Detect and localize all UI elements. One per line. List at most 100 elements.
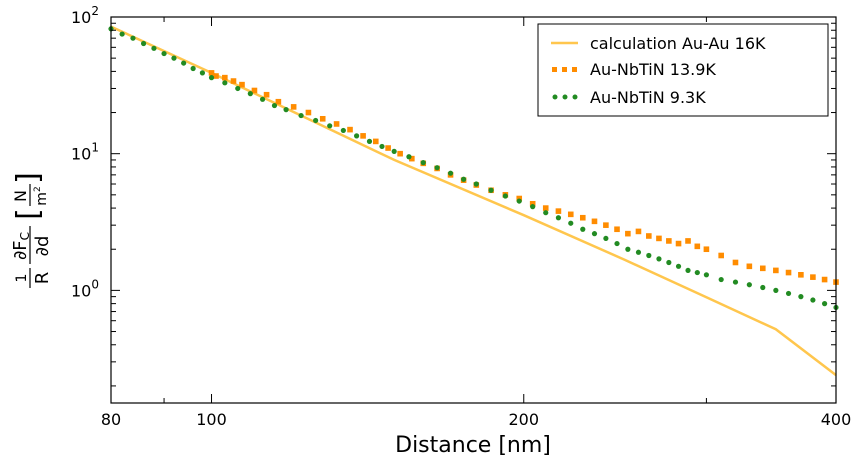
data-point-13-9k: [555, 208, 562, 214]
data-point-13-9k: [222, 74, 228, 81]
data-point-13-9k: [567, 211, 574, 218]
data-point-9-3k: [568, 220, 574, 226]
y-label-partial-den: ∂d: [32, 236, 53, 257]
data-point-13-9k: [718, 252, 724, 259]
data-point-13-9k: [614, 226, 620, 233]
data-point-13-9k: [810, 274, 816, 280]
y-tick-label-base: 10: [71, 145, 91, 164]
data-point-13-9k: [646, 233, 652, 239]
data-point-9-3k: [190, 65, 196, 72]
data-point-9-3k: [298, 112, 304, 119]
data-point-9-3k: [703, 272, 710, 278]
data-point-13-9k: [703, 246, 710, 253]
y-tick-label: 100: [71, 277, 99, 300]
y-label-partial-num-main: ∂F: [10, 240, 31, 260]
data-point-13-9k: [625, 230, 631, 237]
data-point-13-9k: [798, 272, 804, 278]
data-point-13-9k: [360, 133, 366, 139]
data-point-13-9k: [397, 150, 403, 157]
data-point-9-3k: [140, 40, 147, 47]
data-point-9-3k: [199, 70, 206, 76]
data-point-9-3k: [181, 60, 187, 66]
legend-marker-square-3: [572, 67, 577, 72]
data-point-13-9k: [746, 263, 753, 270]
data-point-9-3k: [603, 235, 609, 242]
data-point-9-3k: [161, 50, 167, 57]
data-point-9-3k: [354, 133, 360, 139]
data-point-13-9k: [529, 200, 536, 207]
data-point-9-3k: [646, 252, 652, 259]
data-point-13-9k: [732, 259, 739, 266]
data-point-13-9k: [347, 126, 353, 133]
data-point-13-9k: [759, 265, 766, 272]
data-point-9-3k: [656, 256, 662, 262]
legend-marker-square-2: [562, 67, 567, 72]
x-tick-label: 80: [101, 410, 121, 429]
data-point-9-3k: [530, 204, 536, 210]
data-point-9-3k: [580, 226, 586, 232]
data-point-9-3k: [379, 143, 385, 150]
data-point-9-3k: [366, 138, 373, 145]
data-point-13-9k: [579, 214, 586, 221]
data-point-13-9k: [290, 104, 297, 110]
data-point-9-3k: [222, 80, 228, 86]
data-point-13-9k: [319, 115, 326, 122]
data-point-9-3k: [247, 91, 253, 97]
data-point-9-3k: [340, 127, 346, 134]
data-point-9-3k: [313, 117, 319, 124]
data-point-9-3k: [821, 301, 828, 307]
data-point-9-3k: [283, 107, 289, 113]
data-point-9-3k: [694, 269, 700, 276]
data-point-9-3k: [406, 154, 412, 160]
data-point-13-9k: [275, 98, 282, 105]
legend-box: [537, 23, 829, 117]
data-point-9-3k: [635, 249, 642, 255]
data-point-9-3k: [447, 170, 454, 176]
data-point-13-9k: [666, 238, 672, 244]
data-point-13-9k: [656, 235, 662, 242]
data-point-9-3k: [543, 210, 549, 216]
y-label-fraction-num: 1: [14, 274, 30, 283]
x-tick-label: 100: [196, 410, 227, 429]
data-point-9-3k: [119, 31, 125, 37]
data-point-9-3k: [259, 96, 266, 102]
data-point-9-3k: [391, 148, 397, 154]
y-axis-title: 1 R ∂FC ∂d [ N m2 ]: [10, 172, 53, 288]
legend-marker-circle-3: [572, 94, 578, 100]
legend-label-9-3k: Au-NbTiN 9.3K: [590, 88, 706, 107]
data-point-13-9k: [385, 145, 391, 151]
data-point-9-3k: [746, 282, 752, 288]
legend-marker-square-1: [552, 67, 557, 72]
y-label-partial-num: ∂FC: [10, 232, 32, 260]
y-label-right-bracket: ]: [11, 172, 46, 184]
data-point-9-3k: [473, 181, 479, 187]
data-point-9-3k: [420, 160, 426, 166]
data-point-9-3k: [760, 284, 766, 291]
data-point-9-3k: [625, 246, 631, 252]
data-point-13-9k: [305, 109, 312, 116]
data-point-9-3k: [666, 259, 672, 266]
y-label-left-bracket: [: [11, 208, 46, 220]
data-point-13-9k: [213, 73, 219, 79]
data-point-9-3k: [434, 165, 440, 171]
data-point-13-9k: [635, 228, 642, 235]
x-tick-label: 200: [508, 410, 539, 429]
legend-label-13-9k: Au-NbTiN 13.9K: [590, 60, 716, 79]
legend-label-calculation: calculation Au-Au 16K: [590, 34, 766, 53]
data-point-9-3k: [785, 290, 792, 297]
series-layer: [108, 25, 839, 377]
data-point-9-3k: [591, 231, 598, 237]
data-point-13-9k: [372, 138, 379, 145]
data-point-9-3k: [773, 287, 779, 293]
data-point-9-3k: [685, 267, 691, 274]
data-point-9-3k: [732, 279, 739, 285]
data-point-13-9k: [542, 205, 549, 211]
data-point-9-3k: [614, 240, 620, 247]
legend: calculation Au-Au 16K Au-NbTiN 13.9K Au-…: [537, 23, 829, 117]
data-point-13-9k: [685, 238, 691, 244]
legend-marker-circle-1: [552, 94, 558, 100]
data-point-9-3k: [151, 45, 157, 51]
data-point-13-9k: [675, 240, 682, 247]
data-point-13-9k: [239, 81, 245, 88]
